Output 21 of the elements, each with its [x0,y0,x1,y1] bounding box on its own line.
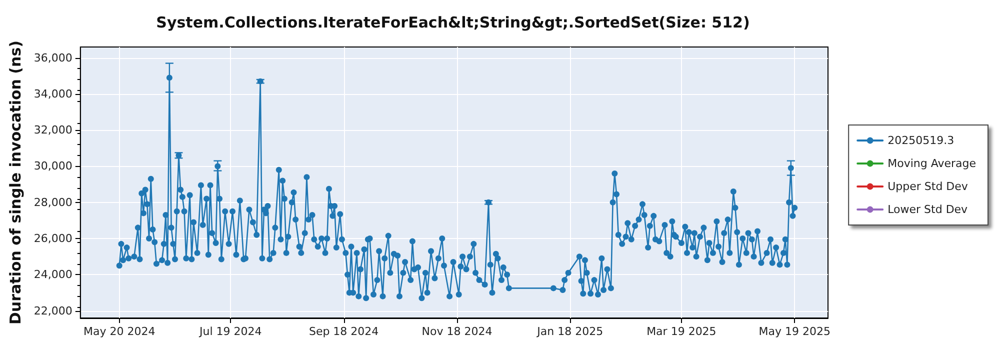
x-tick-label: May 20 2024 [83,325,156,338]
y-tick-label: 24,000 [34,268,72,282]
x-tick-label: Mar 19 2025 [646,325,716,338]
y-tick-label: 36,000 [34,51,72,64]
x-tick-label: Jan 18 2025 [536,325,604,338]
x-tick-label: Sep 18 2024 [308,325,379,338]
y-tick-label: 30,000 [34,160,72,173]
legend-label: Lower Std Dev [888,203,968,216]
y-tick-label: 34,000 [34,87,72,100]
y-axis-title: Duration of single invocation (ns) [6,40,24,324]
y-tick-label: 22,000 [34,304,72,318]
chart-title: System.Collections.IterateForEach&lt;String&gt;.SortedSet(Size: 512) [156,14,750,32]
legend-label: 20250519.3 [888,134,954,147]
x-tick-label: Nov 18 2024 [422,325,492,338]
x-tick-label: Jul 19 2024 [198,325,262,338]
x-tick-label: May 19 2025 [758,325,830,338]
legend-label: Upper Std Dev [888,180,968,193]
y-tick-label: 32,000 [34,124,72,137]
legend-label: Moving Average [888,157,976,170]
y-tick-label: 28,000 [34,196,72,209]
y-tick-label: 26,000 [34,232,72,246]
